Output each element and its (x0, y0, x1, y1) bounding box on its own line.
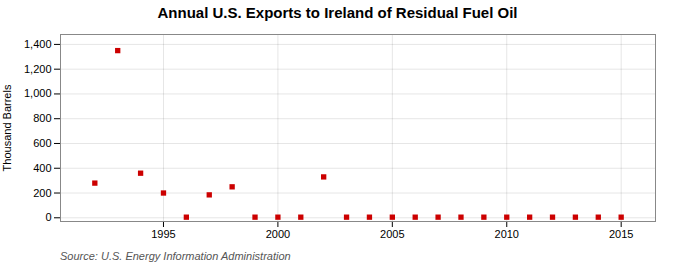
svg-text:2000: 2000 (266, 228, 290, 240)
html-text:Annual U.S. Exports to Ireland: Annual U.S. Exports to Ireland of Residu… (157, 4, 518, 21)
svg-text:2005: 2005 (380, 228, 404, 240)
svg-text:200: 200 (33, 187, 51, 199)
svg-text:800: 800 (33, 112, 51, 124)
svg-text:Thousand Barrels: Thousand Barrels (1, 84, 13, 171)
svg-text:600: 600 (33, 137, 51, 149)
svg-text:0: 0 (45, 211, 51, 223)
svg-text:1,200: 1,200 (24, 63, 52, 75)
svg-text:2015: 2015 (609, 228, 633, 240)
svg-text:2010: 2010 (495, 228, 519, 240)
svg-text:400: 400 (33, 162, 51, 174)
svg-text:1995: 1995 (151, 228, 175, 240)
svg-text:1,000: 1,000 (24, 87, 52, 99)
svg-text:1,400: 1,400 (24, 38, 52, 50)
html-text:Source: U.S. Energy Informatio: Source: U.S. Energy Information Administ… (60, 250, 291, 262)
